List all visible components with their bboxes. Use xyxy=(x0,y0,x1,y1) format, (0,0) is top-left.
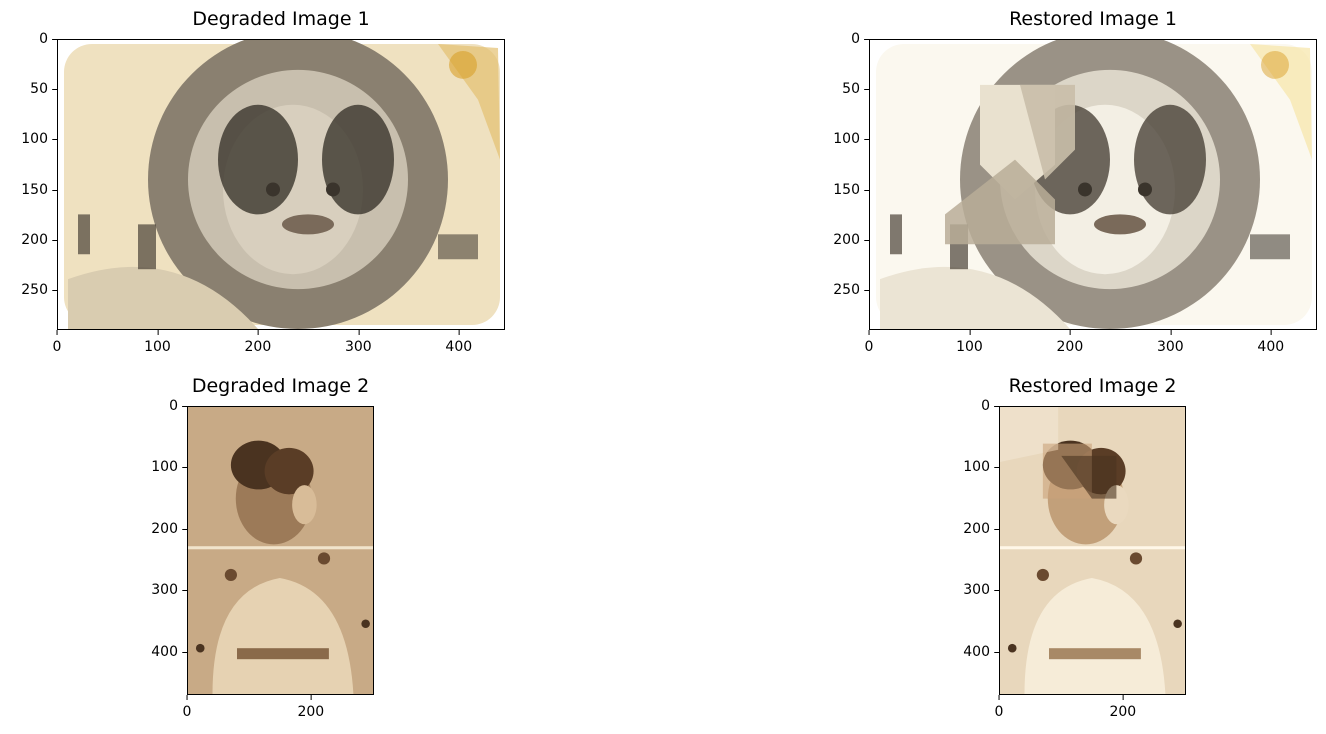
y-tick-label: 200 xyxy=(151,521,187,537)
y-tick-label: 400 xyxy=(963,644,999,660)
x-tick-label: 200 xyxy=(245,330,271,355)
y-tick-label: 150 xyxy=(833,182,869,198)
y-tick-label: 100 xyxy=(963,459,999,475)
y-tick-label: 300 xyxy=(151,582,187,598)
y-tick-label: 250 xyxy=(833,282,869,298)
image-axes xyxy=(999,406,1186,695)
x-tick-label: 0 xyxy=(183,695,191,720)
y-tick-label: 50 xyxy=(842,81,869,97)
y-tick-label: 400 xyxy=(151,644,187,660)
x-tick-label: 400 xyxy=(1257,330,1284,355)
image-axes xyxy=(57,39,505,330)
y-tick-label: 200 xyxy=(21,232,57,248)
subplot-title: Restored Image 2 xyxy=(1008,375,1177,397)
y-tick-label: 200 xyxy=(963,521,999,537)
y-tick-label: 250 xyxy=(21,282,57,298)
y-tick-label: 100 xyxy=(833,131,869,147)
photo-image xyxy=(188,407,373,694)
y-tick-label: 150 xyxy=(21,182,57,198)
x-tick-label: 100 xyxy=(956,330,983,355)
y-tick-label: 300 xyxy=(963,582,999,598)
y-tick-label: 0 xyxy=(169,398,187,414)
photo-image xyxy=(870,40,1316,329)
image-axes xyxy=(187,406,374,695)
subplot-title: Restored Image 1 xyxy=(1009,8,1177,30)
x-tick-label: 0 xyxy=(53,330,61,355)
x-tick-label: 300 xyxy=(1157,330,1184,355)
x-tick-label: 200 xyxy=(297,695,324,720)
x-tick-label: 300 xyxy=(345,330,372,355)
x-tick-label: 100 xyxy=(144,330,171,355)
y-tick-label: 100 xyxy=(151,459,187,475)
subplot-title: Degraded Image 2 xyxy=(191,375,370,397)
x-tick-label: 0 xyxy=(995,695,1003,720)
y-tick-label: 100 xyxy=(21,131,57,147)
subplot-title: Degraded Image 1 xyxy=(192,8,370,30)
y-tick-label: 0 xyxy=(851,31,869,47)
photo-image xyxy=(1000,407,1185,694)
image-axes xyxy=(869,39,1317,330)
x-tick-label: 200 xyxy=(1109,695,1136,720)
x-tick-label: 200 xyxy=(1057,330,1083,355)
x-tick-label: 0 xyxy=(865,330,873,355)
y-tick-label: 50 xyxy=(30,81,57,97)
y-tick-label: 200 xyxy=(833,232,869,248)
photo-image xyxy=(58,40,504,329)
y-tick-label: 0 xyxy=(981,398,999,414)
x-tick-label: 400 xyxy=(445,330,472,355)
y-tick-label: 0 xyxy=(39,31,57,47)
